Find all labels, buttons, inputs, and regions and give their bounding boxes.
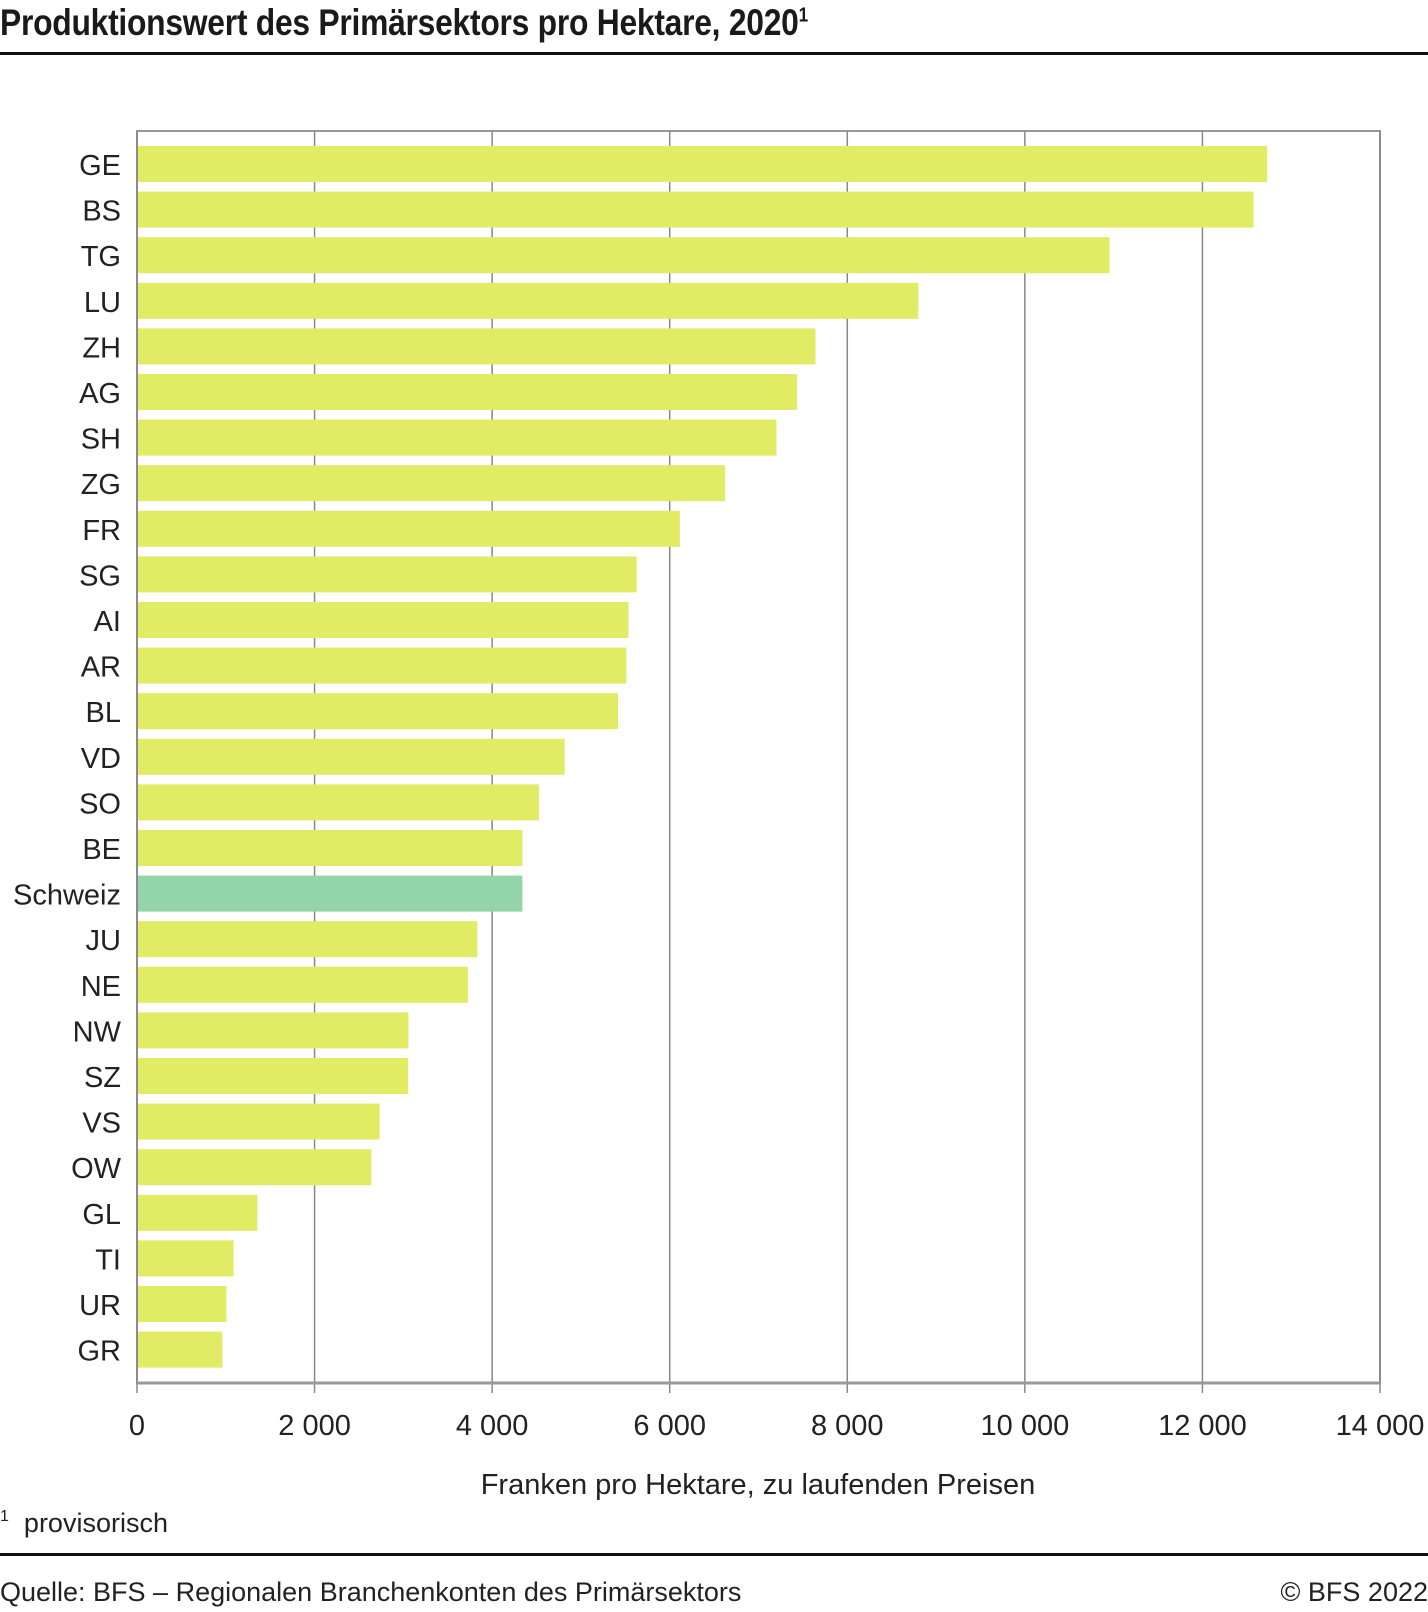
bar-vs — [138, 1103, 380, 1140]
x-tick-label: 2 000 — [278, 1410, 351, 1442]
y-tick-label: SO — [79, 788, 121, 820]
bar-ti — [138, 1240, 234, 1277]
bar-ag — [138, 374, 798, 410]
y-tick-label: TI — [95, 1244, 121, 1276]
y-tick-label: TG — [81, 241, 121, 273]
bar-ow — [138, 1149, 372, 1186]
y-tick-label: LU — [84, 287, 121, 319]
y-tick-label: ZH — [82, 332, 121, 364]
y-tick-label: GR — [78, 1336, 122, 1368]
y-tick-label: NE — [81, 971, 121, 1003]
bar-ur — [138, 1286, 227, 1322]
top-rule — [0, 52, 1428, 55]
bar-ge — [138, 146, 1268, 182]
x-tick-label: 8 000 — [811, 1410, 884, 1442]
footnote: 1 provisorisch — [0, 1508, 168, 1539]
bar-gl — [138, 1194, 258, 1231]
x-tick-label: 4 000 — [456, 1410, 529, 1442]
bar-gr — [138, 1331, 223, 1368]
bar-ne — [138, 966, 469, 1003]
chart-title: Produktionswert des Primärsektors pro He… — [0, 2, 808, 44]
bar-schweiz — [138, 875, 523, 912]
y-tick-label: GL — [82, 1199, 121, 1231]
y-tick-label: AR — [81, 652, 121, 684]
y-tick-label: VS — [82, 1108, 121, 1140]
y-tick-label: OW — [71, 1153, 122, 1185]
bar-vd — [138, 738, 565, 775]
x-tick-label: 6 000 — [633, 1410, 706, 1442]
y-tick-label: BS — [82, 196, 121, 228]
bar-zg — [138, 465, 726, 502]
bar-sz — [138, 1058, 409, 1094]
y-tick-label: NW — [73, 1016, 122, 1048]
copyright-text: © BFS 2022 — [1280, 1577, 1428, 1607]
bar-ju — [138, 921, 478, 958]
y-tick-label: SH — [81, 424, 121, 456]
bar-tg — [138, 237, 1110, 274]
y-tick-label: BL — [86, 697, 121, 729]
y-tick-label: ZG — [81, 469, 121, 501]
source-text: Quelle: BFS – Regionalen Branchenkonten … — [0, 1577, 742, 1607]
x-tick-label: 10 000 — [981, 1410, 1070, 1442]
y-tick-label: GE — [79, 150, 121, 182]
bar-lu — [138, 282, 919, 319]
bar-bl — [138, 693, 619, 730]
y-tick-label: VD — [81, 743, 121, 775]
y-tick-label: Schweiz — [13, 880, 121, 912]
x-tick-label: 0 — [129, 1410, 145, 1442]
bar-bs — [138, 191, 1254, 228]
y-tick-label: JU — [86, 925, 121, 957]
bar-be — [138, 830, 523, 866]
x-axis-title: Franken pro Hektare, zu laufenden Preise… — [481, 1469, 1036, 1501]
bar-so — [138, 784, 539, 821]
y-tick-label: AG — [79, 378, 121, 410]
bottom-rule — [0, 1553, 1428, 1556]
title-footnote-mark: 1 — [798, 4, 809, 27]
bar-ai — [138, 602, 629, 638]
footnote-mark: 1 — [0, 1508, 9, 1525]
x-tick-label: 12 000 — [1158, 1410, 1247, 1442]
footnote-text: provisorisch — [23, 1508, 168, 1538]
bar-ar — [138, 647, 627, 684]
bar-sh — [138, 419, 777, 456]
title-text: Produktionswert des Primärsektors pro He… — [0, 2, 799, 43]
y-tick-label: BE — [82, 834, 121, 866]
bar-sg — [138, 556, 637, 593]
y-tick-label: SZ — [84, 1062, 121, 1094]
y-tick-label: SG — [79, 560, 121, 592]
bar-fr — [138, 510, 680, 547]
y-tick-label: AI — [94, 606, 121, 638]
y-tick-label: UR — [79, 1290, 121, 1322]
bar-zh — [138, 328, 816, 365]
x-tick-label: 14 000 — [1336, 1410, 1425, 1442]
bar-nw — [138, 1012, 409, 1049]
y-tick-label: FR — [82, 515, 121, 547]
